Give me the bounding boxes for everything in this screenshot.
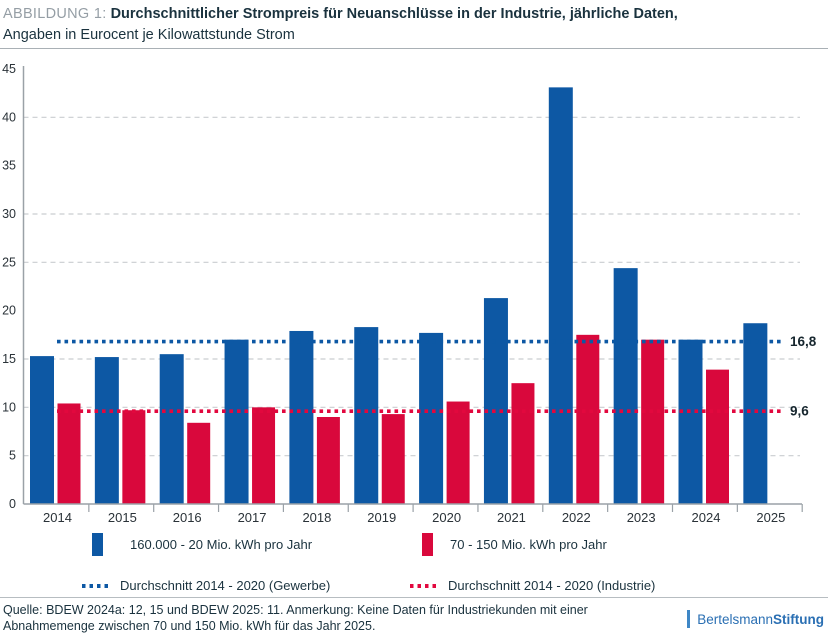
source-note-line-2: Abnahmemenge zwischen 70 und 150 Mio. kW… [3,619,376,633]
bar-red-2018 [316,417,340,504]
y-axis-label: 5 [9,449,16,463]
bar-blue-2017 [224,339,249,504]
bar-blue-2014 [30,356,54,504]
legend-swatch-red [422,533,433,556]
bertelsmann-stiftung-logo: Bertelsmann Stiftung [687,610,824,628]
legend-label: 70 - 150 Mio. kWh pro Jahr [450,537,607,552]
x-axis-label: 2022 [562,510,591,525]
y-axis-label: 0 [9,497,16,511]
y-axis-label: 10 [2,400,16,414]
y-axis-label: 35 [2,159,16,173]
bar-blue-2019 [354,327,379,504]
figure-subtitle: Angaben in Eurocent je Kilowattstunde St… [3,27,295,43]
x-axis-label: 2018 [302,510,331,525]
bar-blue-2023 [613,268,638,504]
legend-swatch-blue [92,533,103,556]
bar-red-2017 [252,407,276,504]
legend-item-industrie-bars: 70 - 150 Mio. kWh pro Jahr [422,533,607,556]
x-axis-label: 2019 [367,510,396,525]
x-axis-label: 2024 [692,510,721,525]
average-value-label: 16,8 [790,334,817,349]
average-value-label: 9,6 [790,404,809,419]
x-axis-label: 2020 [432,510,461,525]
bar-blue-2015 [94,357,119,504]
bar-blue-2016 [159,354,184,504]
bar-red-2019 [381,414,405,504]
bar-red-2015 [122,410,146,504]
y-axis-label: 20 [2,304,16,318]
footer-divider [0,597,828,598]
y-axis-label: 40 [2,110,16,124]
x-axis-label: 2017 [238,510,267,525]
x-axis-label: 2021 [497,510,526,525]
source-note-line-1: Quelle: BDEW 2024a: 12, 15 und BDEW 2025… [3,603,588,617]
figure-title: Durchschnittlicher Strompreis für Neuans… [110,6,678,22]
legend-label: Durchschnitt 2014 - 2020 (Gewerbe) [120,578,331,593]
legend-dotted-line-blue [82,583,112,588]
figure-header: ABBILDUNG 1: Durchschnittlicher Strompre… [3,4,823,46]
bar-red-2014 [57,403,81,504]
y-axis-label: 45 [2,62,16,76]
logo-text-regular: Bertelsmann [697,611,774,627]
legend-label: Durchschnitt 2014 - 2020 (Industrie) [448,578,656,593]
logo-bar-icon [687,610,691,628]
bar-blue-2024 [678,339,703,504]
bar-red-2021 [511,383,535,504]
header-divider [0,48,828,49]
legend-item-average-gewerbe: Durchschnitt 2014 - 2020 (Gewerbe) [82,578,330,593]
x-axis-label: 2023 [627,510,656,525]
bar-red-2016 [187,422,211,504]
y-axis-label: 15 [2,352,16,366]
logo-text-bold: Stiftung [773,611,824,627]
x-axis-label: 2016 [173,510,202,525]
y-axis-label: 30 [2,207,16,221]
bar-red-2024 [706,369,729,504]
bar-blue-2021 [483,298,508,504]
y-axis-label: 25 [2,255,16,269]
title-line-1: ABBILDUNG 1: Durchschnittlicher Strompre… [3,4,823,25]
legend-dotted-line-red [410,583,440,588]
legend-item-average-industrie: Durchschnitt 2014 - 2020 (Industrie) [410,578,655,593]
bar-blue-2025 [743,323,768,504]
legend-item-gewerbe-bars: 160.000 - 20 Mio. kWh pro Jahr [92,533,312,556]
bar-red-2022 [576,334,600,504]
legend-label: 160.000 - 20 Mio. kWh pro Jahr [130,537,313,552]
bar-red-2020 [446,401,470,504]
bar-blue-2020 [419,332,444,504]
figure-label: ABBILDUNG 1: [3,6,107,22]
x-axis-label: 2025 [756,510,785,525]
bar-red-2023 [641,339,665,504]
x-axis-label: 2014 [43,510,72,525]
bar-blue-2022 [548,87,573,504]
x-axis-label: 2015 [108,510,137,525]
bar-blue-2018 [289,330,314,504]
